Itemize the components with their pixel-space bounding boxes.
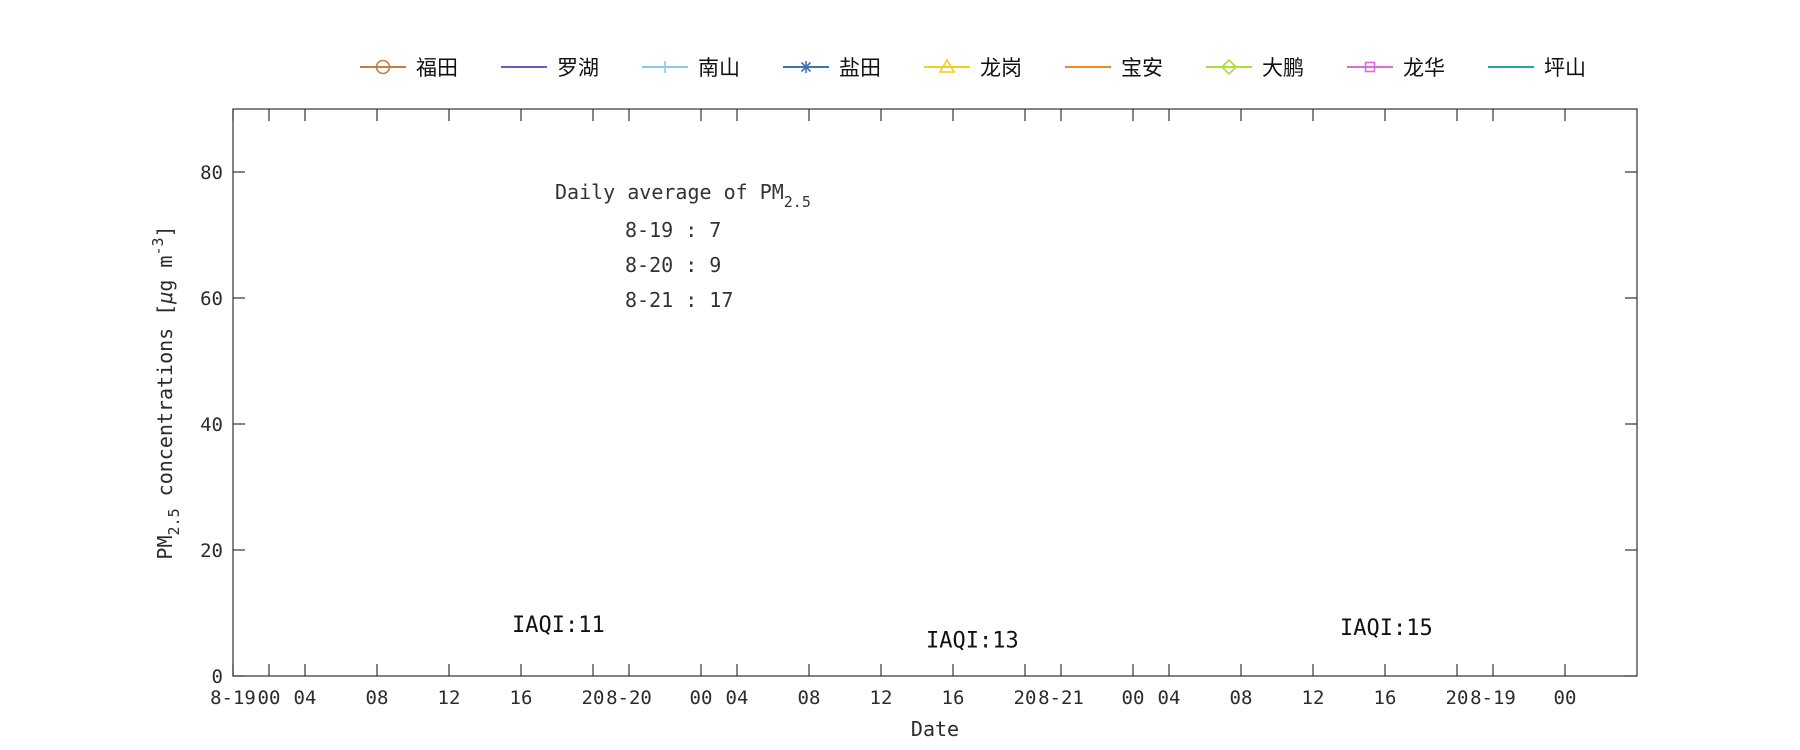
legend-marker-6 [1220, 58, 1238, 76]
annotation-line-3: 8-21 : 17 [625, 288, 733, 312]
legend-marker-7-shape [1364, 61, 1376, 73]
legend-label-1: 罗湖 [557, 56, 599, 80]
x-tick-label-5: 16 [510, 687, 533, 709]
legend-item-大鹏: 大鹏 [1206, 56, 1304, 80]
x-tick-label-19: 16 [1374, 687, 1397, 709]
x-tick-label-3: 08 [366, 687, 389, 709]
legend-label-0: 福田 [416, 56, 458, 80]
data-point-福田-79 [0, 556, 7, 569]
iaqi-label-0: IAQI:11 [512, 613, 605, 638]
legend-marker-4-shape [938, 58, 956, 73]
annotation-title: Daily average of PM2.5 [555, 180, 811, 211]
data-point-龙华-79 [0, 552, 9, 561]
y-axis-label: PM2.5 concentrations [μg m-3] [149, 225, 183, 559]
legend-item-龙华: 龙华 [1347, 56, 1445, 80]
annotation-title-main: Daily average of PM [555, 180, 784, 204]
legend-label-3: 盐田 [839, 56, 881, 80]
x-tick-label-18: 12 [1302, 687, 1325, 709]
legend-label-4: 龙岗 [980, 56, 1022, 80]
x-tick-label-17: 08 [1230, 687, 1253, 709]
y-axis-label-part-3: μ [153, 292, 177, 305]
y-tick-label-40: 40 [200, 414, 223, 436]
x-tick-label-16: 04 [1158, 687, 1181, 709]
y-axis-label-part-0: PM [153, 535, 177, 559]
data-point-龙华-79-shape [0, 552, 9, 561]
x-tick-label-9: 04 [726, 687, 749, 709]
legend-item-龙岗: 龙岗 [924, 56, 1022, 80]
annotation-line-2: 8-20 : 9 [625, 253, 721, 277]
x-tick-label-13: 20 [1014, 687, 1037, 709]
legend-marker-2 [659, 61, 671, 73]
x-tick-label-14: 8-21 [1038, 687, 1084, 709]
legend-item-罗湖: 罗湖 [501, 56, 599, 80]
legend-marker-0 [375, 59, 391, 75]
iaqi-label-2: IAQI:15 [1340, 616, 1433, 641]
annotation-line-1: 8-19 : 7 [625, 218, 721, 242]
plot-frame [232, 108, 1638, 677]
x-tick-label-4: 12 [438, 687, 461, 709]
legend-marker-3-d2 [800, 61, 812, 73]
legend-item-盐田: 盐田 [783, 56, 881, 80]
legend-item-南山: 南山 [642, 56, 740, 80]
legend-marker-6-shape [1220, 58, 1238, 76]
y-axis-label-part-1: 2.5 [165, 508, 183, 535]
x-axis-label: Date [911, 717, 959, 741]
x-tick-label-22: 00 [1554, 687, 1577, 709]
legend-label-2: 南山 [698, 56, 740, 80]
annotation-title-sub: 2.5 [784, 193, 811, 211]
legend-label-6: 大鹏 [1262, 56, 1304, 80]
y-tick-label-0: 0 [212, 666, 223, 688]
x-tick-label-21: 8-19 [1470, 687, 1516, 709]
x-tick-label-0: 8-19 [210, 687, 256, 709]
y-axis-label-part-4: g m [153, 256, 177, 292]
legend-item-坪山: 坪山 [1488, 56, 1586, 80]
legend-marker-0-shape [375, 59, 391, 75]
chart-legend: 福田 罗湖 南山 盐田 龙岗 宝安 大鹏 龙华 坪山 [360, 56, 1586, 80]
y-axis-label-part-6: ] [153, 225, 177, 237]
legend-item-福田: 福田 [360, 56, 458, 80]
y-axis-label-part-5: -3 [149, 237, 167, 255]
x-tick-label-20: 20 [1446, 687, 1469, 709]
legend-marker-3 [800, 61, 812, 73]
x-tick-label-1: 00 [258, 687, 281, 709]
legend-marker-7 [1364, 61, 1376, 73]
x-tick-label-6: 20 [582, 687, 605, 709]
x-tick-label-7: 8-20 [606, 687, 652, 709]
x-tick-label-10: 08 [798, 687, 821, 709]
legend-label-8: 坪山 [1544, 56, 1586, 80]
legend-marker-4 [938, 58, 956, 73]
y-tick-label-80: 80 [200, 162, 223, 184]
x-tick-label-15: 00 [1122, 687, 1145, 709]
annotations: Daily average of PM2.5 8-19 : 7 8-20 : 9 8-… [512, 180, 1433, 654]
y-tick-label-60: 60 [200, 288, 223, 310]
legend-item-宝安: 宝安 [1065, 56, 1163, 80]
x-tick-label-11: 12 [870, 687, 893, 709]
x-tick-label-12: 16 [942, 687, 965, 709]
legend-label-7: 龙华 [1403, 56, 1445, 80]
y-axis-label-part-2: concentrations [ [153, 304, 177, 509]
data-point-福田-79-shape [0, 556, 7, 569]
y-tick-label-20: 20 [200, 540, 223, 562]
x-tick-label-2: 04 [294, 687, 317, 709]
x-tick-label-8: 00 [690, 687, 713, 709]
legend-label-5: 宝安 [1121, 56, 1163, 80]
iaqi-label-1: IAQI:13 [926, 629, 1019, 654]
